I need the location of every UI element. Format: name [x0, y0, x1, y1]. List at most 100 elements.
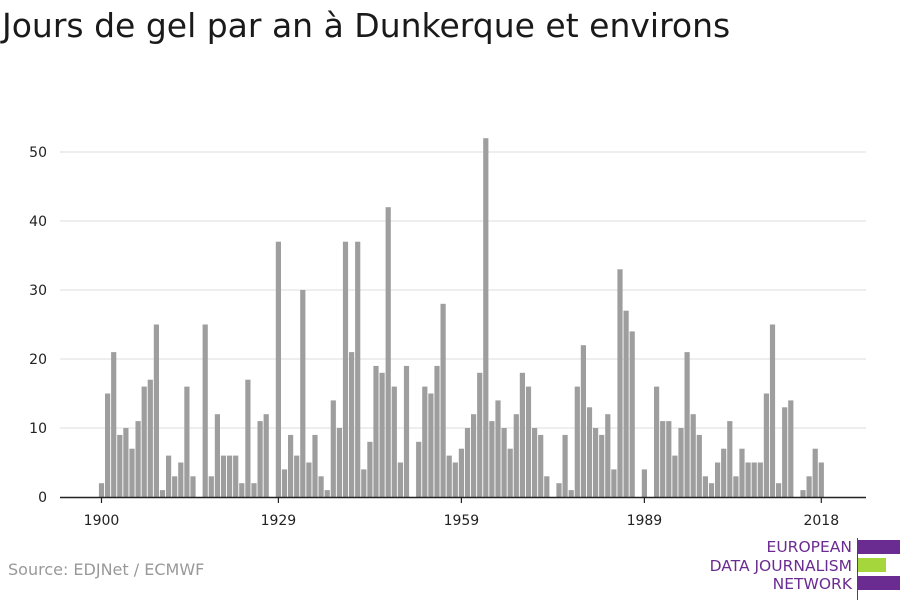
bar-1997	[690, 414, 696, 497]
bar-1969	[519, 372, 525, 497]
bar-1911	[166, 455, 172, 497]
bar-1910	[159, 490, 166, 497]
bar-2004	[733, 476, 739, 497]
bar-2009	[763, 393, 769, 497]
bar-1915	[190, 476, 196, 497]
bar-1939	[336, 428, 342, 497]
bar-1921	[227, 455, 233, 497]
x-tick-labels: 1900 1929 1959 1989 2018	[84, 513, 839, 529]
bar-1947	[385, 207, 391, 497]
bar-1980	[586, 407, 593, 497]
bar-1914	[184, 386, 190, 497]
bar-1987	[629, 331, 635, 497]
bar-1957	[446, 455, 452, 497]
bar-1919	[214, 414, 220, 497]
bar-1901	[105, 393, 111, 497]
bar-1973	[544, 476, 550, 497]
bar-2000	[708, 483, 715, 497]
y-tick-label-0: 0	[38, 490, 47, 506]
bar-1917	[202, 324, 208, 497]
bar-2003	[727, 421, 733, 497]
bar-1930	[281, 469, 288, 497]
bar-1925	[251, 483, 257, 497]
bar-1938	[330, 400, 336, 497]
x-tick-label-1900: 1900	[84, 513, 120, 529]
bar-1941	[349, 352, 355, 497]
bar-1931	[288, 434, 294, 497]
bar-2011	[776, 483, 782, 497]
logo-divider	[857, 538, 858, 600]
bar-1971	[532, 428, 538, 497]
bar-1949	[397, 462, 403, 497]
bar-2016	[806, 476, 812, 497]
bars-group	[98, 138, 824, 497]
bar-1964	[489, 421, 495, 497]
bar-1906	[135, 421, 141, 497]
bar-1959	[458, 448, 464, 497]
bar-1936	[318, 476, 324, 497]
bar-1903	[117, 434, 123, 497]
bar-1977	[568, 490, 574, 497]
bar-2007	[751, 462, 757, 497]
bar-chart: 0 10 20 30 40 50 1900 1929 1959 1989 2018	[29, 138, 866, 529]
bar-1908	[147, 379, 153, 497]
bar-1933	[300, 290, 306, 497]
bar-1965	[495, 400, 501, 497]
bar-2008	[757, 462, 763, 497]
bar-2015	[800, 490, 806, 497]
bar-1923	[239, 483, 245, 497]
bar-1952	[416, 441, 422, 497]
bar-1972	[538, 434, 544, 497]
bar-1978	[574, 386, 580, 497]
bar-2013	[788, 400, 794, 497]
bar-1986	[623, 310, 629, 497]
bar-1950	[403, 365, 410, 497]
bar-1946	[379, 372, 385, 497]
bar-1979	[580, 345, 586, 497]
bar-1995	[678, 428, 684, 497]
bar-1982	[599, 434, 605, 497]
edjnet-logo: EUROPEAN DATA JOURNALISM NETWORK	[700, 538, 900, 600]
bar-1900	[98, 483, 105, 497]
logo-bar-middle	[858, 558, 886, 572]
bar-1907	[141, 386, 147, 497]
bar-2005	[739, 448, 745, 497]
bar-1963	[483, 138, 489, 497]
bar-1927	[263, 414, 269, 497]
bar-1924	[245, 379, 251, 497]
bar-1970	[525, 386, 532, 497]
bar-1954	[428, 393, 434, 497]
bar-1958	[452, 462, 458, 497]
logo-line-1: EUROPEAN	[766, 538, 852, 556]
y-tick-label-50: 50	[29, 145, 47, 161]
logo-text: EUROPEAN DATA JOURNALISM NETWORK	[710, 538, 852, 594]
bar-1913	[178, 462, 184, 497]
bar-1976	[562, 434, 568, 497]
bar-2001	[715, 462, 721, 497]
bar-1989	[641, 469, 647, 497]
bar-2006	[745, 462, 751, 497]
x-tick-label-1989: 1989	[627, 513, 663, 529]
bar-1993	[666, 421, 672, 497]
bar-1943	[361, 469, 367, 497]
bar-1985	[617, 269, 623, 497]
bar-1948	[391, 386, 397, 497]
bar-1956	[440, 303, 446, 497]
bar-2012	[782, 407, 788, 497]
bar-1975	[556, 483, 562, 497]
bar-1905	[129, 448, 135, 497]
bar-2018	[818, 462, 824, 497]
source-note: Source: EDJNet / ECMWF	[8, 560, 205, 579]
x-axis	[60, 496, 866, 503]
y-tick-label-20: 20	[29, 352, 47, 368]
logo-bar-top	[858, 540, 900, 554]
y-tick-label-40: 40	[29, 214, 47, 230]
logo-line-3: NETWORK	[772, 575, 852, 593]
bar-1904	[123, 428, 129, 497]
bar-1960	[464, 428, 471, 497]
bar-1935	[312, 434, 318, 497]
logo-line-2: DATA JOURNALISM	[709, 556, 852, 575]
logo-bar-bottom	[858, 576, 900, 590]
bar-1967	[507, 448, 513, 497]
bar-1962	[477, 372, 483, 497]
